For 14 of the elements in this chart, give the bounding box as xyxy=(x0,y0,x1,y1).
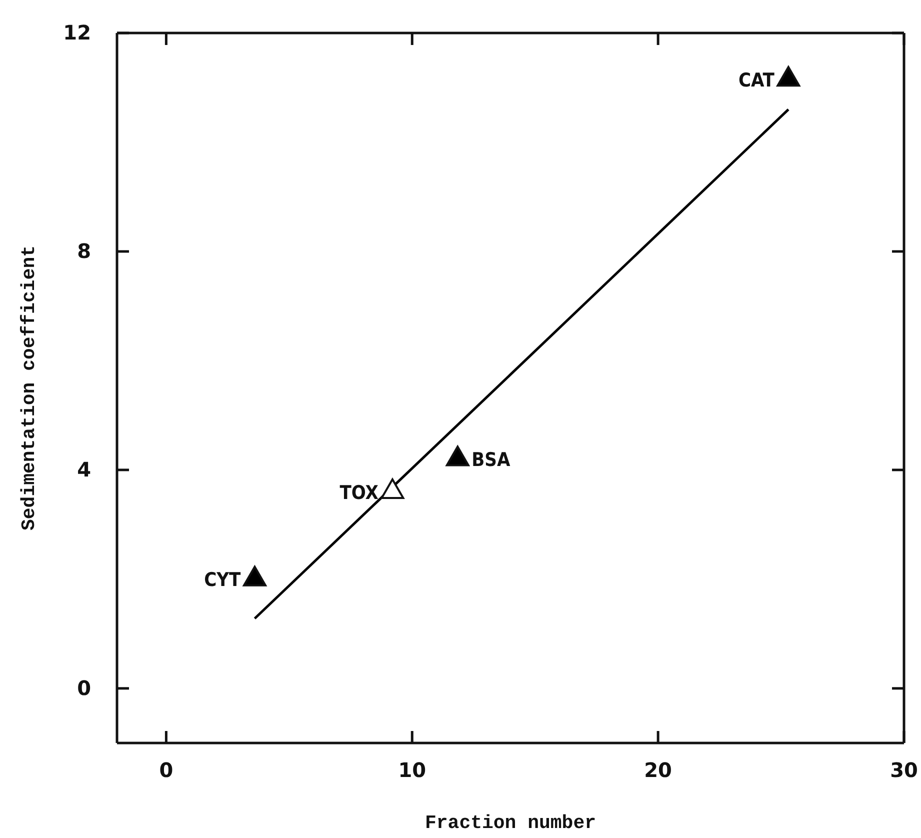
x-axis-title: Fraction number xyxy=(424,812,596,834)
annotation: TOX xyxy=(340,482,378,504)
annotation: CAT xyxy=(738,69,775,92)
y-tick-label: 0 xyxy=(77,676,91,700)
annotation: BSA xyxy=(472,449,511,471)
x-tick-label: 20 xyxy=(644,758,672,782)
annotation: CYT xyxy=(204,569,242,592)
x-tick-label: 30 xyxy=(890,758,918,782)
y-tick-label: 4 xyxy=(77,457,91,482)
y-tick-label: 8 xyxy=(77,238,91,263)
y-axis-title: Sedimentation coefficient xyxy=(18,245,40,531)
y-tick-label: 12 xyxy=(63,20,91,44)
x-tick-label: 10 xyxy=(398,758,426,782)
x-tick-label: 0 xyxy=(159,758,174,782)
